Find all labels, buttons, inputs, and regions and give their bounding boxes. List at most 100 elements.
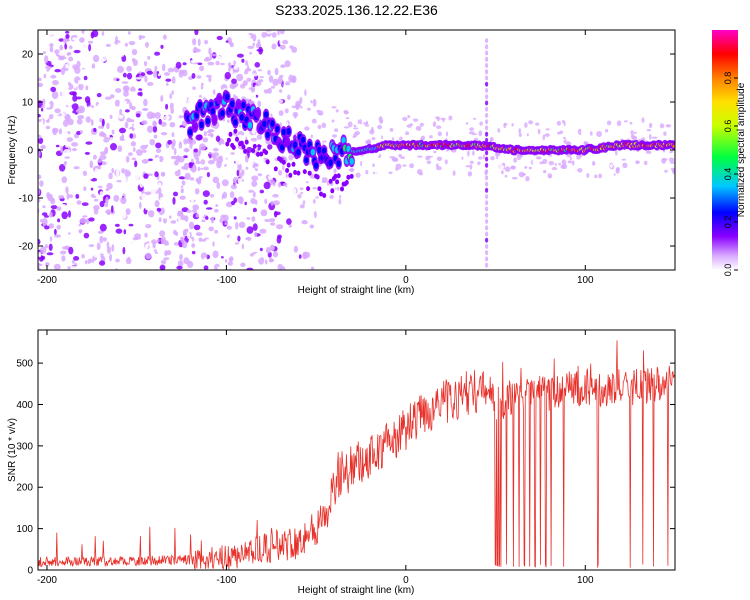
heatmap-cell xyxy=(651,136,658,139)
heatmap-cell xyxy=(237,196,244,204)
heatmap-cell xyxy=(284,108,289,114)
heatmap-cell xyxy=(218,68,222,73)
heatmap-cell xyxy=(58,95,65,101)
y-tick-label: 300 xyxy=(16,441,33,452)
heatmap-cell xyxy=(125,257,132,265)
heatmap-cell xyxy=(154,65,158,72)
heatmap-cell xyxy=(38,137,44,144)
heatmap-cell xyxy=(397,114,403,120)
heatmap-cell xyxy=(445,131,449,137)
heatmap-cell xyxy=(98,81,104,85)
heatmap-cell xyxy=(268,218,276,223)
heatmap-cell xyxy=(485,225,489,231)
heatmap-cell xyxy=(106,43,111,48)
heatmap-cell xyxy=(61,107,66,116)
heatmap-cell xyxy=(285,168,290,173)
heatmap-cell xyxy=(168,37,172,42)
heatmap-cell xyxy=(64,156,70,159)
heatmap-cell xyxy=(263,111,269,118)
heatmap-cell xyxy=(83,186,87,191)
heatmap-cell xyxy=(175,155,181,162)
heatmap-cell xyxy=(513,157,517,163)
heatmap-cell xyxy=(71,175,74,179)
heatmap-cell xyxy=(485,262,489,268)
heatmap-cell xyxy=(38,77,42,82)
heatmap-cell xyxy=(109,71,113,77)
heatmap-cell xyxy=(230,89,237,95)
heatmap-cell xyxy=(409,163,414,169)
heatmap-cell xyxy=(203,257,208,265)
heatmap-cell xyxy=(144,232,148,238)
heatmap-cell xyxy=(302,169,307,175)
heatmap-cell xyxy=(371,126,374,133)
heatmap-cell xyxy=(254,252,262,260)
heatmap-cell xyxy=(291,161,296,167)
heatmap-cell xyxy=(224,222,228,226)
heatmap-cell xyxy=(299,204,305,209)
heatmap-cell xyxy=(639,153,643,158)
heatmap-cell xyxy=(71,265,78,269)
heatmap-cell xyxy=(490,156,495,161)
heatmap-cell xyxy=(123,229,127,235)
heatmap-cell xyxy=(56,206,62,211)
heatmap-cell xyxy=(124,253,132,257)
heatmap-cell xyxy=(62,119,69,127)
heatmap-cell xyxy=(506,127,512,130)
heatmap-cell xyxy=(159,196,166,203)
heatmap-cell xyxy=(606,120,612,126)
heatmap-cell xyxy=(196,151,201,157)
heatmap-cell xyxy=(128,126,135,130)
heatmap-cell xyxy=(126,65,132,72)
heatmap-cell xyxy=(222,191,227,199)
heatmap-cell xyxy=(234,248,241,252)
heatmap-cell xyxy=(281,128,286,136)
heatmap-cell xyxy=(286,218,292,225)
heatmap-cell xyxy=(60,204,67,208)
heatmap-cell xyxy=(91,68,98,72)
heatmap-cell xyxy=(282,39,289,45)
heatmap-cell xyxy=(278,170,283,176)
heatmap-cell xyxy=(45,244,48,249)
heatmap-cell xyxy=(304,89,307,96)
heatmap-cell xyxy=(44,55,49,64)
heatmap-cell xyxy=(73,166,80,170)
heatmap-cell xyxy=(115,35,118,43)
heatmap-cell xyxy=(98,125,103,129)
heatmap-cell xyxy=(85,116,91,123)
heatmap-cell xyxy=(321,122,327,129)
heatmap-cell xyxy=(353,124,357,128)
heatmap-cell xyxy=(54,114,57,121)
heatmap-cell xyxy=(153,70,157,78)
heatmap-cell xyxy=(161,172,166,176)
heatmap-cell xyxy=(340,186,344,192)
heatmap-cell xyxy=(643,160,648,166)
heatmap-cell xyxy=(139,201,142,210)
heatmap-cell xyxy=(145,41,149,48)
heatmap-cell xyxy=(59,164,66,172)
y-tick-label: 200 xyxy=(16,483,33,494)
heatmap-cell xyxy=(132,44,139,50)
heatmap-cell xyxy=(39,180,44,187)
heatmap-cell xyxy=(76,118,83,125)
heatmap-cell xyxy=(220,168,226,172)
heatmap-cell xyxy=(111,129,115,135)
heatmap-cell xyxy=(120,138,125,141)
heatmap-cell xyxy=(633,125,636,130)
heatmap-cell xyxy=(261,158,265,164)
heatmap-cell xyxy=(100,58,105,63)
heatmap-cell xyxy=(377,124,382,130)
heatmap-cell xyxy=(69,45,73,50)
heatmap-cell xyxy=(78,211,82,215)
heatmap-cell xyxy=(635,160,640,164)
heatmap-cell xyxy=(213,147,219,152)
heatmap-cell xyxy=(326,180,330,187)
heatmap-cell xyxy=(221,256,224,259)
heatmap-cell xyxy=(667,169,673,174)
heatmap-cell xyxy=(263,181,271,190)
heatmap-cell xyxy=(296,148,301,156)
heatmap-cell xyxy=(81,253,85,259)
heatmap-cell xyxy=(82,170,87,176)
heatmap-cell xyxy=(218,155,223,160)
heatmap-cell xyxy=(193,48,201,53)
heatmap-cell xyxy=(101,31,105,36)
